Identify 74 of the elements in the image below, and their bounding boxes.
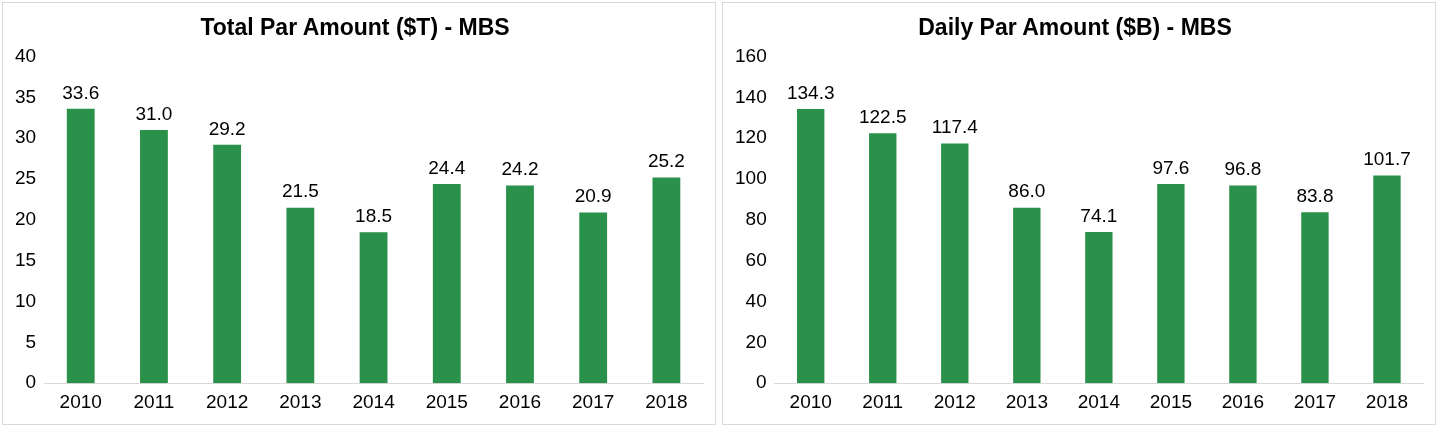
y-tick-label: 80 <box>745 208 767 230</box>
x-tick-label: 2012 <box>933 390 976 412</box>
y-tick-label: 5 <box>25 330 37 352</box>
bar <box>506 185 534 384</box>
y-tick-label: 40 <box>14 44 37 66</box>
x-tick-label: 2018 <box>645 390 688 412</box>
bar <box>941 143 969 384</box>
x-tick-label: 2017 <box>572 390 615 412</box>
y-tick-label: 15 <box>14 248 37 270</box>
data-label: 20.9 <box>574 185 612 207</box>
x-tick-label: 2017 <box>1293 390 1337 412</box>
bar <box>797 109 825 384</box>
bar <box>1301 212 1329 384</box>
y-tick-label: 20 <box>745 330 767 352</box>
x-tick-label: 2011 <box>133 390 175 412</box>
x-tick-label: 2011 <box>862 390 904 412</box>
y-tick-label: 160 <box>735 44 767 66</box>
data-label: 122.5 <box>858 105 907 127</box>
bar <box>140 130 168 384</box>
x-tick-label: 2018 <box>1365 390 1409 412</box>
data-label: 31.0 <box>135 102 173 124</box>
data-label: 24.4 <box>428 156 466 178</box>
x-tick-label: 2014 <box>1077 390 1121 412</box>
y-tick-label: 100 <box>735 167 767 189</box>
chart-title: Total Par Amount ($T) - MBS <box>200 14 510 41</box>
bar <box>359 232 388 384</box>
y-tick-label: 0 <box>756 371 767 393</box>
x-tick-label: 2012 <box>206 390 249 412</box>
x-tick-label: 2010 <box>59 390 102 412</box>
data-label: 18.5 <box>355 204 393 226</box>
x-tick-label: 2013 <box>279 390 322 412</box>
bar <box>213 144 242 384</box>
y-tick-label: 60 <box>745 248 767 270</box>
x-tick-label: 2010 <box>789 390 832 412</box>
y-tick-label: 25 <box>14 167 37 189</box>
x-tick-label: 2015 <box>1149 390 1193 412</box>
y-tick-label: 120 <box>735 126 767 148</box>
data-label: 117.4 <box>931 116 979 138</box>
y-tick-label: 35 <box>14 85 37 107</box>
x-tick-label: 2016 <box>498 390 542 412</box>
x-tick-label: 2013 <box>1005 390 1048 412</box>
data-label: 74.1 <box>1080 204 1118 226</box>
y-tick-label: 20 <box>14 208 37 230</box>
data-label: 29.2 <box>208 117 246 139</box>
chart-title: Daily Par Amount ($B) - MBS <box>918 14 1232 41</box>
bar <box>1085 231 1113 384</box>
y-tick-label: 0 <box>25 371 37 393</box>
bar <box>652 177 681 384</box>
x-tick-label: 2016 <box>1221 390 1265 412</box>
bar <box>869 133 897 384</box>
bar <box>1229 185 1257 384</box>
x-tick-label: 2015 <box>425 390 468 412</box>
bar <box>1013 207 1041 384</box>
y-tick-label: 40 <box>745 289 767 311</box>
data-label: 21.5 <box>281 180 319 202</box>
data-label: 25.2 <box>647 150 685 172</box>
data-label: 97.6 <box>1152 156 1190 178</box>
data-label: 83.8 <box>1296 184 1334 206</box>
data-label: 96.8 <box>1224 158 1262 180</box>
bar <box>1157 183 1185 384</box>
bar <box>579 212 608 384</box>
x-tick-label: 2014 <box>352 390 396 412</box>
bar <box>432 183 461 384</box>
data-label: 33.6 <box>62 81 100 103</box>
bar <box>1373 175 1401 384</box>
data-label: 24.2 <box>501 158 539 180</box>
y-tick-label: 140 <box>735 85 767 107</box>
data-label: 134.3 <box>786 81 835 103</box>
data-label: 86.0 <box>1008 180 1046 202</box>
data-label: 101.7 <box>1363 148 1411 170</box>
bar <box>286 207 315 384</box>
y-tick-label: 10 <box>14 289 37 311</box>
y-tick-label: 30 <box>14 126 37 148</box>
bar <box>66 108 95 384</box>
